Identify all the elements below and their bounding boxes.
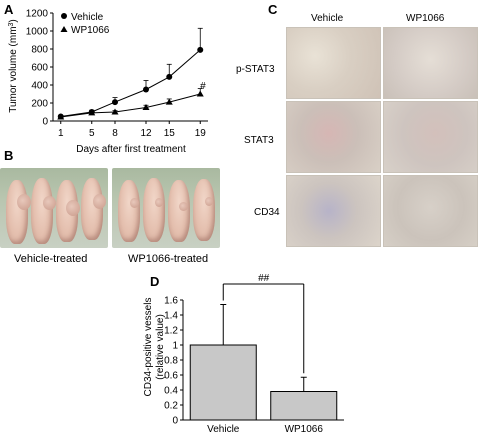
x-tick-label: 5	[89, 128, 95, 139]
data-point-wp1066	[111, 108, 119, 115]
y-tick-label: 1.4	[164, 311, 178, 322]
data-point-wp1066	[196, 90, 204, 97]
y-tick-label: 200	[31, 99, 48, 110]
data-point-vehicle	[197, 46, 204, 53]
ihc-row-stat3: STAT3	[244, 135, 274, 146]
mouse-image	[56, 180, 80, 242]
mouse-image	[143, 178, 165, 242]
caption-wp1066-treated: WP1066-treated	[128, 253, 209, 265]
legend-vehicle-marker	[61, 13, 67, 19]
y-tick-label: 0.4	[164, 386, 178, 397]
y-tick-label: 1	[172, 341, 178, 352]
cd34-bar-chart: 0 0.2 0.4 0.6 0.8 1 1.2 1.4 1.6 Vehicle WP1066 CD…	[143, 273, 344, 434]
ihc-column-wp1066: WP1066	[406, 13, 445, 24]
mouse-image	[168, 180, 190, 242]
ihc-image-stat3-wp1066	[383, 101, 478, 173]
y-tick-label: 0.6	[164, 371, 178, 382]
bar-wp1066	[270, 391, 338, 421]
y-tick-label: 600	[31, 63, 48, 74]
significance-mark-a: #	[200, 81, 206, 92]
ihc-row-cd34: CD34	[254, 207, 280, 218]
x-tick-label: 1	[58, 128, 64, 139]
series-line-wp1066	[60, 93, 201, 118]
data-point-wp1066	[88, 109, 96, 116]
legend-wp1066-marker	[60, 26, 68, 32]
panel-label-d: D	[150, 274, 160, 289]
ihc-image-cd34-wp1066	[383, 175, 478, 247]
y-tick-label: 0.8	[164, 356, 178, 367]
chart-d-ylabel-line1: CD34-positive vessels	[143, 298, 154, 397]
chart-a-series	[57, 27, 204, 120]
y-tick-label: 1.2	[164, 326, 178, 337]
y-tick-label: 0	[42, 117, 48, 128]
chart-a-xlabel: Days after first treatment	[76, 144, 186, 155]
y-tick-label: 0.2	[164, 401, 178, 412]
x-tick-label: Vehicle	[207, 424, 240, 434]
data-point-vehicle	[143, 86, 149, 93]
panel-label-c: C	[268, 2, 278, 17]
wp1066-mice-photo	[112, 168, 220, 248]
panel-label-a: A	[4, 2, 14, 17]
series-line-vehicle	[60, 49, 201, 117]
y-tick-label: 400	[31, 81, 48, 92]
chart-d-ylabel-line2: (relative value)	[155, 314, 166, 380]
panel-label-b: B	[4, 148, 14, 163]
vehicle-mice-photo	[0, 168, 108, 248]
y-tick-label: 1200	[26, 9, 49, 20]
x-tick-label: 15	[164, 128, 176, 139]
mouse-image	[6, 180, 31, 244]
ihc-image-stat3-vehicle	[286, 101, 381, 173]
x-tick-label: 8	[112, 128, 118, 139]
ihc-image-pstat3-wp1066	[383, 27, 478, 99]
data-point-wp1066	[142, 104, 150, 110]
mouse-image	[31, 178, 56, 244]
y-tick-label: 1.6	[164, 296, 178, 307]
chart-a-legend: Vehicle WP1066	[60, 12, 110, 36]
mouse-image	[118, 180, 140, 242]
ihc-column-vehicle: Vehicle	[311, 13, 344, 24]
data-point-wp1066	[57, 113, 65, 120]
legend-vehicle-label: Vehicle	[71, 12, 104, 23]
ihc-image-pstat3-vehicle	[286, 27, 381, 99]
caption-vehicle-treated: Vehicle-treated	[14, 253, 88, 265]
chart-a-ylabel: Tumor volume (mm3)	[8, 19, 20, 113]
ihc-row-pstat3: p-STAT3	[236, 64, 275, 75]
x-tick-label: WP1066	[285, 424, 324, 434]
ihc-image-cd34-vehicle	[286, 175, 381, 247]
data-point-vehicle	[112, 99, 118, 106]
mouse-image	[193, 179, 215, 241]
significance-mark-d: ##	[258, 273, 270, 284]
x-tick-label: 12	[140, 128, 152, 139]
mouse-image	[81, 178, 106, 240]
y-tick-label: 0	[172, 416, 178, 427]
legend-wp1066-label: WP1066	[71, 25, 110, 36]
y-tick-label: 1000	[26, 27, 49, 38]
data-point-vehicle	[166, 73, 173, 80]
chart-d-bars: Vehicle WP1066	[189, 283, 338, 434]
bar-vehicle	[189, 344, 257, 421]
y-tick-label: 800	[31, 45, 48, 56]
data-point-wp1066	[165, 98, 173, 105]
x-tick-label: 19	[195, 128, 207, 139]
